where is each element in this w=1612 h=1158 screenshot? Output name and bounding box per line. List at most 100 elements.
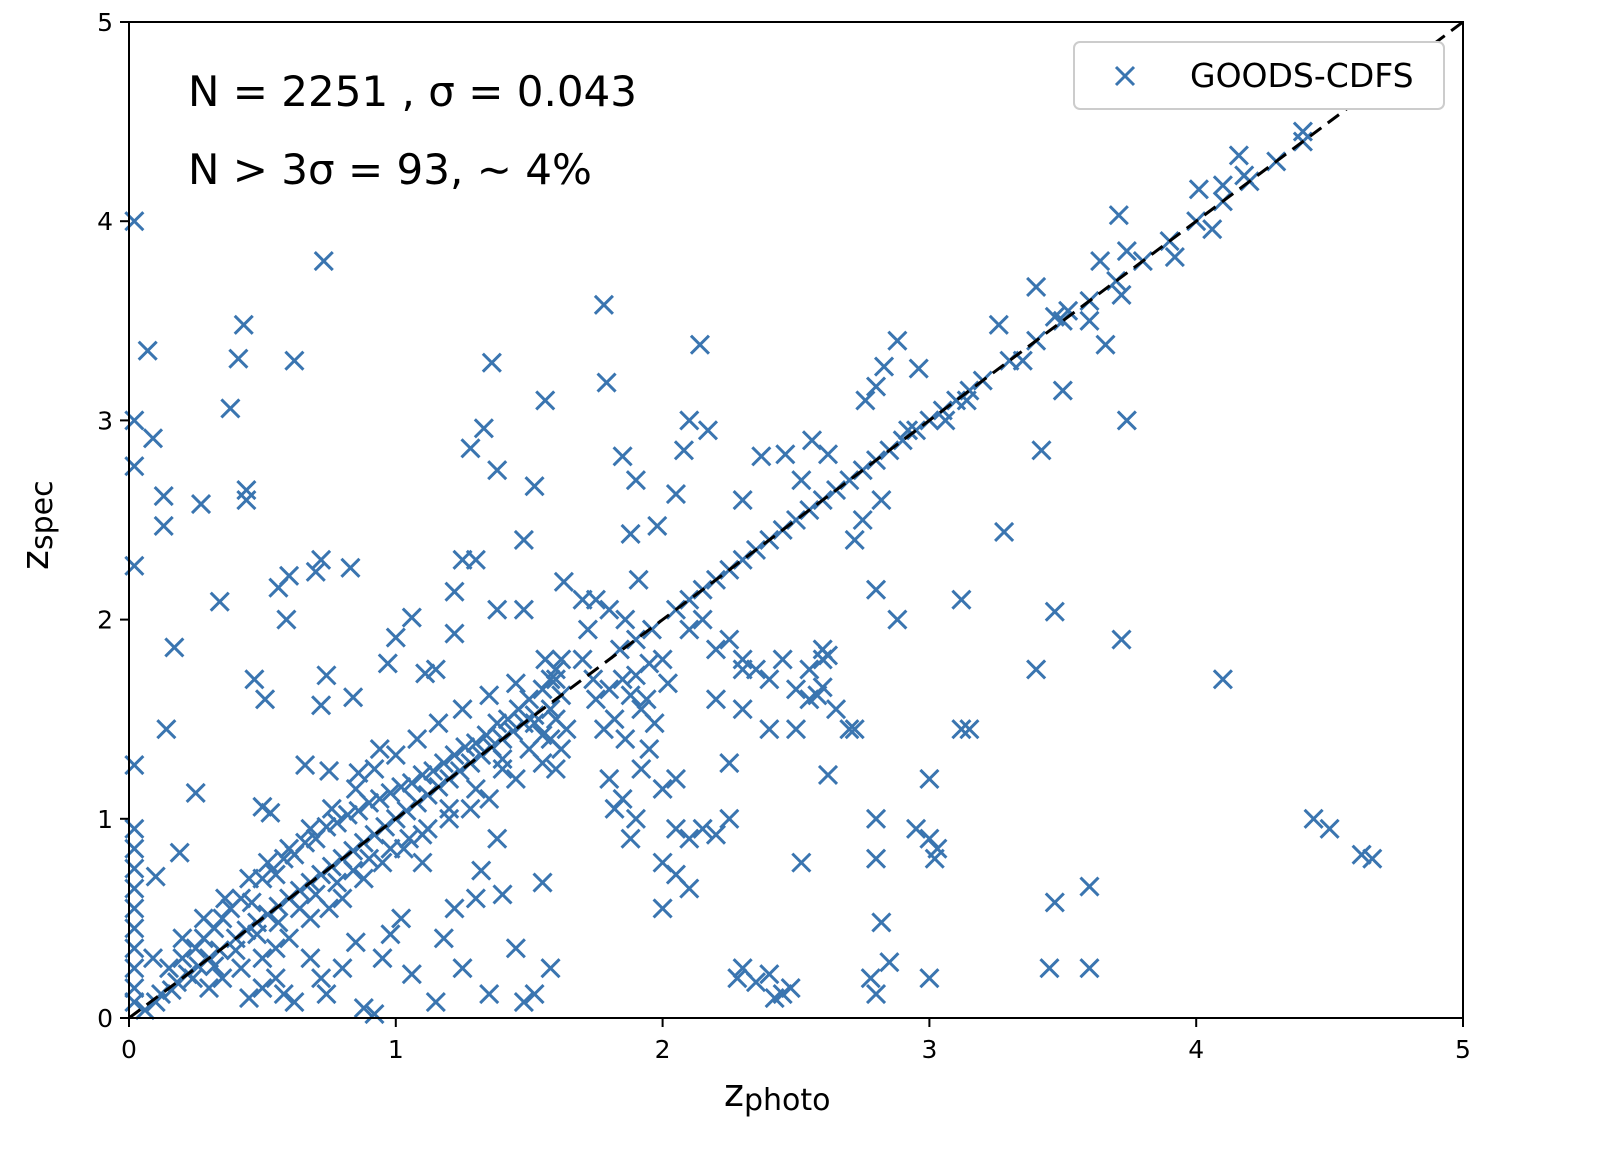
scatter-point — [775, 444, 796, 465]
scatter-point — [385, 744, 406, 766]
scatter-point — [228, 348, 249, 369]
scatter-point — [759, 669, 780, 690]
scatter-point — [198, 978, 220, 999]
scatter-point — [1116, 410, 1137, 431]
scatter-point — [412, 852, 433, 873]
scatter-point — [300, 818, 321, 839]
scatter-point — [665, 768, 687, 790]
scatter-point — [897, 420, 919, 441]
scatter-point — [951, 719, 972, 740]
x-tick-label: 4 — [1188, 1035, 1204, 1064]
scatter-point — [1303, 808, 1324, 829]
scatter-point — [345, 932, 366, 953]
scatter-point — [190, 494, 212, 515]
scatter-point — [647, 515, 668, 537]
scatter-point — [1292, 121, 1313, 142]
scatter-point — [238, 868, 260, 889]
scatter-point — [439, 798, 460, 819]
scatter-point — [1319, 818, 1340, 839]
scatter-point — [639, 739, 660, 760]
scatter-point — [265, 968, 286, 989]
scatter-point — [460, 438, 481, 459]
scatter-point — [772, 649, 793, 670]
scatter-point — [732, 699, 753, 720]
scatter-point — [1031, 440, 1052, 461]
scatter-point — [585, 589, 606, 610]
scatter-point — [959, 719, 980, 740]
scatter-point — [268, 912, 289, 933]
scatter-point — [319, 898, 340, 919]
scatter-point — [412, 824, 433, 845]
scatter-point — [233, 314, 254, 335]
scatter-point — [348, 800, 369, 821]
scatter-point — [460, 798, 481, 819]
scatter-point — [596, 372, 617, 393]
scatter-point — [855, 390, 876, 411]
scatter-point — [1111, 284, 1132, 305]
scatter-point — [513, 599, 534, 620]
scatter-point — [791, 852, 812, 873]
x-tick-label: 0 — [121, 1035, 137, 1064]
scatter-point — [545, 758, 566, 780]
scatter-point — [1026, 276, 1047, 297]
scatter-point — [839, 719, 860, 740]
scatter-point — [487, 713, 508, 734]
scatter-point — [599, 768, 620, 790]
scatter-point — [1202, 219, 1223, 240]
scatter-point — [433, 928, 454, 949]
scatter-point — [313, 250, 334, 272]
scatter-point — [425, 992, 446, 1013]
scatter-point — [745, 972, 767, 993]
y-tick-label: 5 — [97, 8, 113, 37]
scatter-point — [751, 446, 772, 467]
scatter-point — [951, 589, 972, 610]
scatter-point — [879, 952, 900, 973]
scatter-point — [825, 699, 847, 720]
scatter-point — [327, 872, 348, 893]
scatter-point — [265, 864, 286, 885]
annotation-outlier-count: N > 3σ = 93, ∼ 4% — [188, 145, 592, 194]
scatter-point — [620, 523, 641, 545]
scatter-point — [705, 689, 727, 710]
scatter-point — [316, 665, 337, 686]
y-tick-label: 2 — [97, 606, 113, 635]
scatter-point — [860, 968, 881, 989]
scatter-point — [844, 529, 865, 550]
scatter-point — [220, 398, 241, 419]
scatter-point — [505, 673, 526, 694]
y-axis-label-main: z — [13, 550, 57, 570]
scatter-point — [492, 758, 513, 780]
legend-marker-x-icon — [1114, 65, 1136, 87]
scatter-point — [524, 984, 545, 1005]
scatter-point — [401, 607, 422, 628]
scatter-point — [865, 808, 887, 829]
scatter-point — [479, 685, 500, 706]
scatter-point — [1039, 958, 1060, 979]
scatter-point — [401, 964, 422, 985]
x-tick-label: 1 — [388, 1035, 404, 1064]
scatter-point — [719, 629, 740, 650]
scatter-point — [1111, 629, 1132, 650]
scatter-point — [348, 762, 369, 784]
scatter-point — [479, 788, 500, 809]
scatter-point — [732, 649, 753, 670]
scatter-point — [732, 659, 753, 680]
scatter-point — [311, 549, 332, 570]
scatter-point — [300, 908, 321, 929]
x-tick-label: 3 — [921, 1035, 937, 1064]
legend: GOODS-CDFS — [1073, 41, 1445, 110]
scatter-point — [524, 476, 545, 497]
scatter-point — [353, 997, 374, 1019]
scatter-point — [705, 824, 727, 845]
scatter-point — [577, 619, 598, 640]
scatter-point — [505, 768, 526, 790]
scatter-point — [705, 639, 727, 660]
scatter-point — [465, 733, 486, 754]
scatter-point — [473, 418, 494, 439]
scatter-point — [593, 719, 614, 740]
scatter-point — [433, 752, 454, 774]
scatter-point — [369, 788, 390, 809]
scatter-point — [295, 832, 316, 853]
scatter-point — [295, 754, 316, 776]
scatter-point — [364, 758, 385, 780]
